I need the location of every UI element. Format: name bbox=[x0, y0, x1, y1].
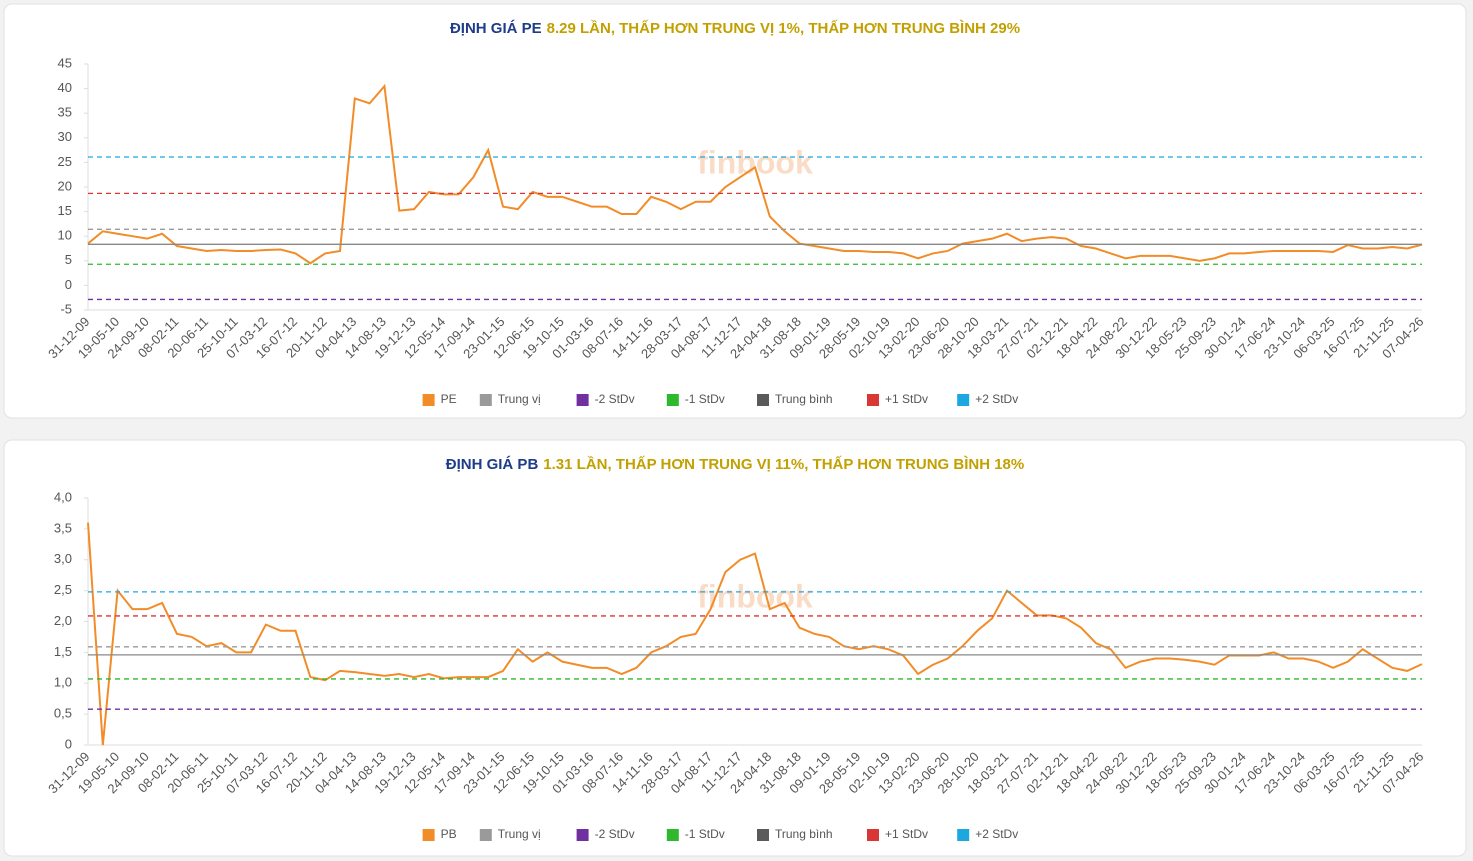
panel bbox=[3, 3, 1467, 419]
legend-label: PE bbox=[441, 392, 457, 406]
legend-label: -2 StDv bbox=[595, 392, 635, 406]
chart-title: ĐỊNH GIÁ PB 1.31 LẦN, THẤP HƠN TRUNG VỊ 1… bbox=[446, 456, 1024, 473]
legend-label: +1 StDv bbox=[885, 392, 928, 406]
y-tick-label: 2,0 bbox=[54, 613, 72, 628]
legend-swatch bbox=[479, 394, 492, 406]
legend-swatch bbox=[757, 829, 769, 841]
legend-label: Trung vị bbox=[498, 827, 541, 841]
y-tick-label: -5 bbox=[60, 301, 72, 316]
title-main: ĐỊNH GIÁ PB bbox=[446, 456, 539, 473]
legend-swatch bbox=[576, 829, 589, 841]
legend-swatch bbox=[422, 394, 435, 406]
legend-swatch bbox=[666, 829, 679, 841]
watermark: finbook bbox=[697, 144, 813, 180]
legend-swatch bbox=[867, 829, 879, 841]
y-tick-label: 3,5 bbox=[54, 520, 72, 535]
y-tick-label: 1,0 bbox=[54, 675, 72, 690]
legend-swatch bbox=[576, 394, 589, 406]
y-tick-label: 4,0 bbox=[54, 489, 72, 504]
title-main: ĐỊNH GIÁ PE bbox=[450, 20, 542, 37]
y-tick-label: 10 bbox=[58, 228, 72, 243]
legend-label: -2 StDv bbox=[595, 827, 635, 841]
data-line bbox=[87, 522, 1423, 746]
legend-label: -1 StDv bbox=[685, 392, 725, 406]
title-highlight: 1.31 LẦN, THẤP HƠN TRUNG VỊ 11%, THẤP HƠ… bbox=[543, 456, 1024, 473]
legend-swatch bbox=[867, 394, 879, 406]
legend-label: Trung vị bbox=[498, 392, 541, 406]
y-tick-label: 40 bbox=[58, 80, 72, 95]
y-tick-label: 2,5 bbox=[54, 582, 72, 597]
legend-swatch bbox=[479, 829, 492, 841]
y-tick-label: 20 bbox=[58, 178, 72, 193]
y-tick-label: 45 bbox=[58, 55, 72, 70]
y-tick-label: 15 bbox=[58, 203, 72, 218]
y-tick-label: 0,5 bbox=[54, 706, 72, 721]
y-tick-label: 0 bbox=[65, 277, 72, 292]
panel bbox=[3, 439, 1467, 857]
legend-label: +2 StDv bbox=[975, 827, 1018, 841]
y-tick-label: 35 bbox=[58, 105, 72, 120]
legend-swatch bbox=[957, 394, 970, 406]
y-tick-label: 30 bbox=[58, 129, 72, 144]
legend-label: Trung bình bbox=[775, 392, 833, 406]
data-line bbox=[87, 83, 1423, 265]
chart-title: ĐỊNH GIÁ PE 8.29 LẦN, THẤP HƠN TRUNG VỊ 1… bbox=[450, 20, 1020, 37]
y-tick-label: 0 bbox=[65, 736, 72, 751]
y-tick-label: 25 bbox=[58, 154, 72, 169]
legend-label: -1 StDv bbox=[685, 827, 725, 841]
y-tick-label: 1,5 bbox=[54, 644, 72, 659]
legend-swatch bbox=[422, 829, 435, 841]
legend-swatch bbox=[957, 829, 970, 841]
legend-label: PB bbox=[441, 827, 457, 841]
legend-label: Trung bình bbox=[775, 827, 833, 841]
y-tick-label: 5 bbox=[65, 252, 72, 267]
legend-label: +2 StDv bbox=[975, 392, 1018, 406]
legend-swatch bbox=[666, 394, 679, 406]
legend-swatch bbox=[757, 394, 769, 406]
legend-label: +1 StDv bbox=[885, 827, 928, 841]
title-highlight: 8.29 LẦN, THẤP HƠN TRUNG VỊ 1%, THẤP HƠN… bbox=[547, 20, 1020, 37]
y-tick-label: 3,0 bbox=[54, 551, 72, 566]
